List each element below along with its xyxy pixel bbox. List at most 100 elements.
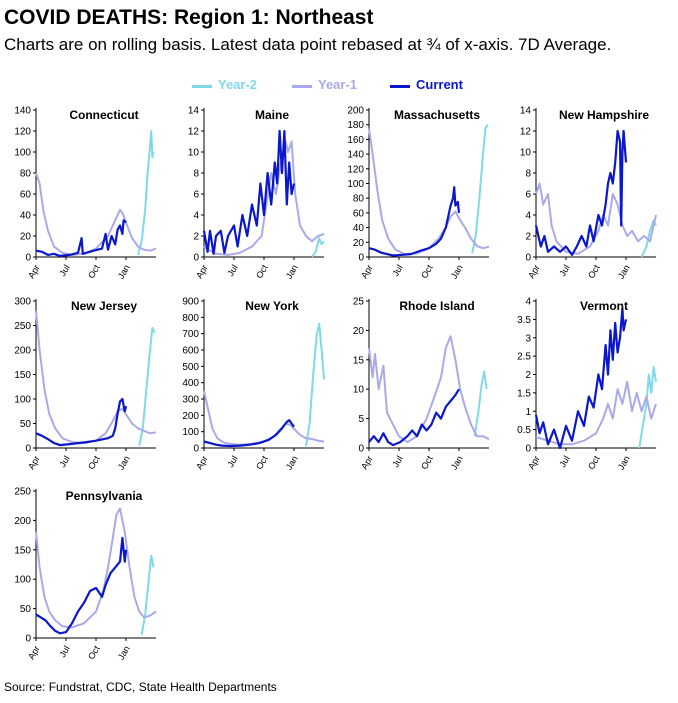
y-tick-label: 0 (525, 253, 531, 264)
chart-title: Vermont (580, 299, 628, 313)
x-tick-label: Jan (284, 454, 300, 472)
x-tick-label: Jul (225, 454, 239, 469)
series-line-year-1 (535, 380, 657, 446)
y-tick-label: 40 (353, 223, 365, 234)
x-tick-label: Jan (449, 263, 465, 281)
x-tick-label: Jan (116, 644, 132, 662)
chart-title: Connecticut (69, 108, 138, 122)
series-line-current (35, 536, 128, 635)
y-tick-label: 80 (353, 194, 365, 205)
y-tick-label: 120 (347, 164, 364, 175)
x-tick-label: Oct (419, 454, 435, 472)
x-tick-label: Apr (526, 454, 542, 471)
y-tick-label: 50 (20, 604, 32, 615)
x-tick-label: Oct (419, 263, 435, 281)
chart-svg: 0 5 10 15 20 25 Apr Jul Oct Jan Rhode Island (353, 297, 490, 472)
y-tick-label: 4 (525, 211, 531, 222)
x-tick-label: Oct (86, 644, 102, 662)
series-line-current (534, 129, 628, 256)
y-tick-label: 0 (525, 444, 531, 455)
chart-title: New York (245, 299, 299, 313)
y-tick-label: 0 (358, 253, 364, 264)
y-tick-label: 200 (14, 346, 31, 357)
x-tick-label: Jan (116, 454, 132, 472)
page-subtitle: Charts are on rolling basis. Latest data… (4, 35, 612, 54)
y-tick-label: 0 (25, 253, 31, 264)
y-tick-label: 1.5 (517, 388, 531, 399)
y-tick-label: 0 (25, 634, 31, 645)
series-line-current (35, 219, 127, 257)
y-tick-label: 100 (347, 179, 364, 190)
x-tick-label: Apr (26, 263, 42, 280)
y-tick-label: 300 (182, 395, 199, 406)
y-tick-label: 0 (193, 253, 199, 264)
chart-connecticut: 0 20 40 60 80 100 120 140 Apr Jul Oct Jan Connecticu… (0, 102, 160, 292)
series-line-year-1 (368, 335, 490, 444)
y-tick-label: 15 (353, 355, 365, 366)
y-tick-label: 2 (525, 370, 531, 381)
x-tick-label: Apr (359, 454, 375, 471)
series-line-year-2 (638, 366, 657, 449)
y-tick-label: 8 (193, 169, 199, 180)
x-tick-label: Jul (390, 454, 404, 469)
chart-massachusetts: 0 20 40 60 80 100 120 140 160 180 200 Apr Jul Oct Jan M… (333, 102, 493, 292)
x-tick-label: Jul (57, 263, 71, 278)
chart-title: New Jersey (71, 299, 137, 313)
y-tick-label: 6 (525, 190, 531, 201)
series-line-year-2 (473, 370, 488, 437)
chart-svg: 0 20 40 60 80 100 120 140 160 180 200 Apr Jul Oct Jan M… (347, 106, 490, 281)
x-tick-label: Jan (616, 263, 632, 281)
series-line-current (202, 129, 296, 255)
chart-svg: 0 2 4 6 8 10 12 14 Apr Jul Oct Jan New Hampshire (520, 106, 657, 281)
series-line-year-2 (140, 554, 155, 636)
x-tick-label: Oct (86, 454, 102, 472)
series-line-current (203, 419, 295, 448)
y-tick-label: 5 (358, 414, 364, 425)
page-title: COVID DEATHS: Region 1: Northeast (4, 6, 374, 29)
y-tick-label: 60 (353, 208, 365, 219)
y-tick-label: 80 (20, 169, 32, 180)
x-tick-label: Oct (254, 454, 270, 472)
y-tick-label: 2 (525, 232, 531, 243)
y-tick-label: 20 (353, 326, 365, 337)
y-tick-label: 0 (25, 444, 31, 455)
chart-title: Pennsylvania (66, 489, 143, 503)
series-line-current (534, 307, 628, 450)
series-line-year-1 (35, 172, 157, 256)
y-tick-label: 10 (520, 148, 532, 159)
y-tick-label: 100 (14, 395, 31, 406)
x-tick-label: Apr (359, 263, 375, 280)
legend-swatch-current (390, 85, 410, 88)
y-tick-label: 20 (20, 232, 32, 243)
legend-swatch-year-2 (192, 85, 212, 88)
x-tick-label: Apr (526, 263, 542, 280)
y-tick-label: 60 (20, 190, 32, 201)
series-line-current (368, 186, 461, 257)
y-tick-label: 14 (188, 106, 200, 117)
x-tick-label: Oct (254, 263, 270, 281)
y-tick-label: 200 (14, 516, 31, 527)
y-tick-label: 140 (347, 150, 364, 161)
chart-title: New Hampshire (559, 108, 649, 122)
y-tick-label: 50 (20, 419, 32, 430)
y-tick-label: 150 (14, 545, 31, 556)
y-tick-label: 10 (188, 148, 200, 159)
x-tick-label: Jul (390, 263, 404, 278)
y-tick-label: 900 (182, 297, 199, 308)
series-line-year-1 (535, 182, 657, 255)
y-tick-label: 100 (182, 427, 199, 438)
y-tick-label: 250 (14, 487, 31, 498)
y-tick-label: 700 (182, 329, 199, 340)
y-tick-label: 0 (358, 444, 364, 455)
chart-pennsylvania: 0 50 100 150 200 250 Apr Jul Oct Jan Pennsylvania (0, 483, 160, 673)
series-line-year-2 (471, 124, 489, 254)
y-tick-label: 12 (188, 127, 200, 138)
x-tick-label: Jul (57, 644, 71, 659)
x-tick-label: Jul (57, 454, 71, 469)
series-line-year-2 (137, 130, 155, 256)
y-tick-label: 180 (347, 120, 364, 131)
x-tick-label: Jan (116, 263, 132, 281)
x-tick-label: Jan (616, 454, 632, 472)
legend-label-year-2: Year-2 (218, 77, 258, 92)
chart-new-york: 0 100 200 300 400 500 600 700 800 900 Apr Jul Oct Jan… (168, 293, 328, 483)
